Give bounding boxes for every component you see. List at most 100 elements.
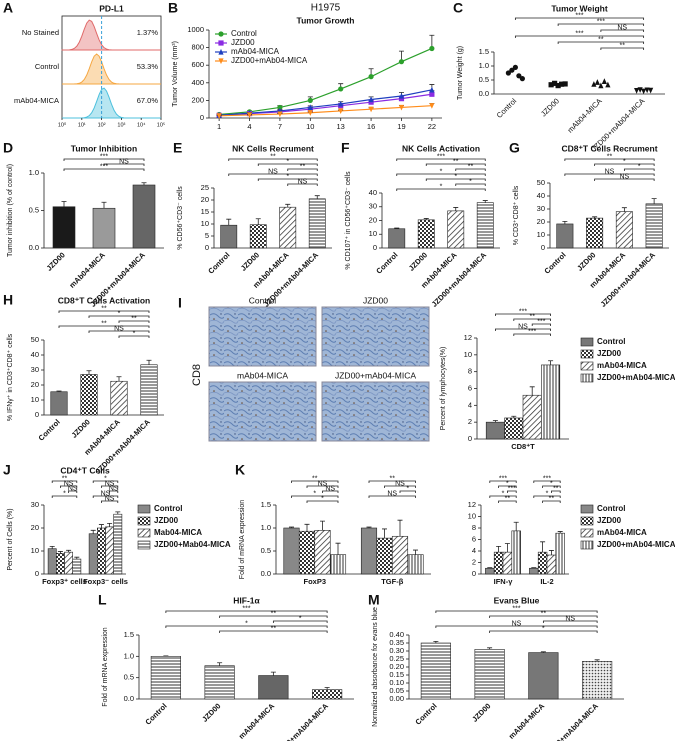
significance-label: * — [133, 330, 136, 337]
significance-bracket — [257, 178, 318, 181]
error-bar — [304, 523, 310, 532]
significance-bracket — [165, 610, 328, 613]
significance-bracket — [542, 620, 598, 623]
y-tick-label: 1.0 — [479, 61, 489, 70]
marker — [601, 78, 607, 84]
y-tick-label: 1.0 — [124, 651, 134, 660]
y-tick-label: 0.0 — [479, 89, 489, 98]
chart-title: Tumor Weight — [551, 3, 608, 13]
percent-label: 67.0% — [137, 96, 159, 105]
chart-title: PD-L1 — [99, 3, 124, 13]
y-tick-label: 0 — [472, 569, 476, 578]
significance-label: NS — [105, 480, 115, 487]
significance-label: ** — [598, 36, 604, 43]
marker — [429, 45, 435, 52]
significance-bracket — [557, 23, 645, 26]
significance-label: * — [502, 490, 505, 497]
significance-label: NS — [512, 620, 522, 627]
marker — [555, 83, 561, 89]
x-tick-label: JZD00 — [200, 701, 222, 723]
y-tick-label: 0.0 — [124, 694, 134, 703]
error-bar — [413, 549, 418, 555]
significance-label: * — [542, 625, 545, 632]
error-bar — [594, 659, 600, 662]
y-tick-label: 0 — [35, 410, 39, 419]
bar — [376, 537, 393, 575]
error-bar — [146, 359, 152, 365]
row-label: CD8 — [191, 364, 203, 386]
y-tick-label: 20 — [201, 195, 209, 204]
legend-label: JZD00+mAb04-MICA — [597, 540, 675, 549]
significance-bracket — [51, 480, 78, 483]
significance-bracket — [564, 173, 655, 176]
bar — [50, 391, 68, 416]
marker — [277, 104, 283, 111]
x-tick-label: CD8⁺T — [511, 442, 535, 451]
significance-label: NS — [298, 178, 308, 185]
error-bar — [335, 542, 341, 555]
significance-label: ** — [453, 158, 459, 165]
significance-bracket — [551, 490, 561, 493]
significance-label: ** — [101, 320, 107, 327]
bar — [52, 206, 76, 249]
chart-title: CD8⁺T Cells Activation — [58, 295, 151, 305]
marker — [559, 81, 565, 87]
significance-label: NS — [617, 24, 627, 31]
y-tick-label: 50 — [31, 335, 39, 344]
significance-bracket — [88, 315, 150, 318]
y-tick-label: 0 — [468, 434, 472, 443]
legend-label: JZD00+Mab04-MICA — [154, 540, 231, 549]
y-tick-label: 20 — [369, 215, 377, 224]
significance-bracket — [103, 163, 145, 166]
marker — [519, 76, 525, 82]
y-tick-label: 0.15 — [389, 670, 404, 679]
bar — [555, 532, 565, 575]
legend-swatch — [580, 337, 594, 347]
bar — [504, 417, 524, 440]
bar — [417, 219, 435, 249]
significance-label: *** — [543, 475, 551, 482]
marker — [429, 91, 435, 97]
significance-bracket — [384, 485, 416, 488]
image-label: Control — [249, 295, 277, 305]
error-bar — [433, 641, 439, 643]
significance-label: NS — [114, 325, 124, 332]
y-tick-label: 8 — [468, 367, 472, 376]
significance-label: NS — [109, 485, 119, 492]
significance-bracket — [399, 490, 416, 493]
panel-label: F — [341, 140, 350, 156]
bar — [220, 224, 238, 249]
bar — [541, 364, 561, 440]
ihc-image — [321, 306, 430, 367]
y-tick-label: 10 — [369, 229, 377, 238]
panel-label: J — [3, 462, 11, 478]
significance-bracket — [58, 325, 150, 328]
significance-bracket — [68, 490, 78, 493]
x-tick-label: Foxp3⁻ cells — [83, 577, 128, 586]
bar — [476, 202, 494, 249]
y-tick-label: 1.5 — [479, 47, 489, 56]
legend-swatch — [137, 504, 151, 514]
x-tick-label: mAb04-MICA — [237, 701, 277, 741]
significance-bracket — [228, 158, 318, 161]
x-tick-label: 4 — [247, 122, 251, 131]
x-tick-label: 7 — [278, 122, 282, 131]
marker — [218, 58, 224, 65]
error-bar — [540, 651, 546, 653]
significance-label: * — [118, 310, 121, 317]
series-line — [219, 89, 432, 116]
significance-bracket — [306, 500, 339, 503]
bar — [360, 527, 378, 575]
y-tick-label: 600 — [191, 60, 204, 69]
significance-label: NS — [605, 168, 615, 175]
legend-label: mAb04-MICA — [597, 361, 647, 370]
panel-label: K — [235, 462, 245, 478]
error-bar — [557, 531, 563, 534]
bar — [204, 665, 235, 700]
error-bar — [562, 220, 568, 224]
x-tick-label: JZD00+mAb04-MICA — [599, 250, 658, 309]
significance-bracket — [623, 168, 655, 171]
y-tick-label: 20 — [31, 523, 39, 532]
bar — [388, 228, 406, 249]
